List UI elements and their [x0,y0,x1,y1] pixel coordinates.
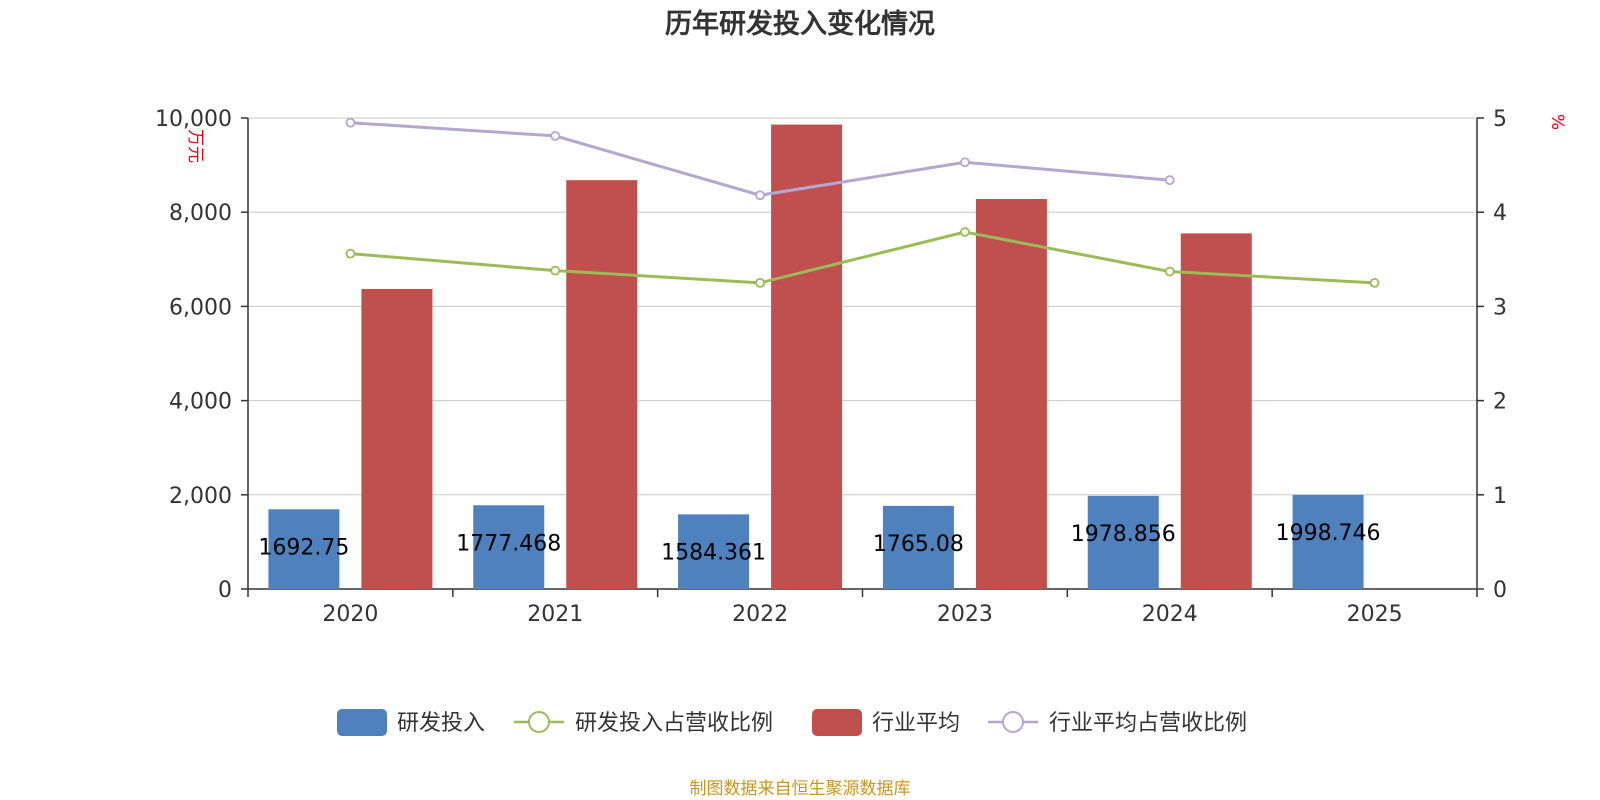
left-tick-label: 0 [218,578,232,603]
bar [771,124,843,590]
bars [268,124,1364,590]
x-tick-label: 2023 [937,602,993,627]
line-point [755,190,765,201]
bar [268,509,340,589]
right-axis-unit: % [1547,114,1567,130]
bar [882,505,954,589]
bar [1292,494,1364,589]
lines [345,117,1380,288]
line-point [550,130,561,141]
bar-labels: 1692.75 1777.468 1584.361 1765.08 1978.856 19… [258,521,1380,566]
line-point [1164,266,1175,277]
bar-value-label: 1692.75 [258,535,349,560]
right-tick-label: 1 [1493,484,1507,509]
bar [1180,233,1252,589]
bar-value-label: 1765.08 [873,532,964,557]
right-tick-label: 0 [1493,578,1507,603]
line-point [550,265,561,276]
left-tick-label: 2,000 [169,484,232,509]
line-point [345,248,356,259]
bar-value-label: 1584.361 [661,540,766,565]
right-tick-label: 5 [1493,107,1507,132]
right-tick-label: 2 [1493,390,1507,415]
grid-lines [248,117,1477,496]
chart-title: 历年研发投入变化情况 [665,8,935,40]
series-line [350,121,1170,197]
line-point [345,117,356,128]
bar [566,180,638,589]
bar [473,505,545,589]
line-point [960,157,970,168]
legend: 研发投入 研发投入占营收比例 行业平均 行业平均占营收比例 [337,709,1247,736]
axes: 0 2,000 4,000 6,000 8,000 10,000 0 1 2 3 4 5 2020 202… [155,107,1507,627]
series-line [350,230,1375,285]
x-tick-label: 2022 [732,602,788,627]
legend-label: 行业平均 [872,711,960,736]
left-axis-unit: 万元 [185,129,205,163]
legend-swatch-marker [528,711,550,733]
bar [361,288,433,589]
x-tick-label: 2021 [527,602,583,627]
bar-value-label: 1777.468 [456,531,561,556]
left-tick-label: 4,000 [169,390,232,415]
right-tick-label: 3 [1493,295,1507,320]
right-tick-label: 4 [1493,201,1507,226]
bar [678,514,750,589]
line-point [755,277,765,288]
legend-label: 研发投入占营收比例 [575,711,773,736]
bar-value-label: 1998.746 [1276,521,1381,546]
legend-swatch-marker [1002,711,1024,733]
source-note: 制图数据来自恒生聚源数据库 [690,779,911,799]
left-tick-label: 6,000 [169,295,232,320]
bar [975,199,1047,589]
legend-swatch-bar [812,709,862,736]
bar-value-label: 1978.856 [1071,522,1176,547]
x-tick-label: 2020 [322,602,378,627]
legend-label: 研发投入 [397,711,485,736]
x-tick-label: 2024 [1142,602,1198,627]
left-tick-label: 8,000 [169,201,232,226]
line-point [1164,175,1175,186]
x-tick-label: 2025 [1347,602,1403,627]
line-point [960,227,970,237]
legend-swatch-bar [337,709,387,736]
line-point [1369,277,1380,288]
bar [1087,495,1159,589]
legend-label: 行业平均占营收比例 [1049,711,1247,736]
left-tick-label: 10,000 [155,107,232,132]
